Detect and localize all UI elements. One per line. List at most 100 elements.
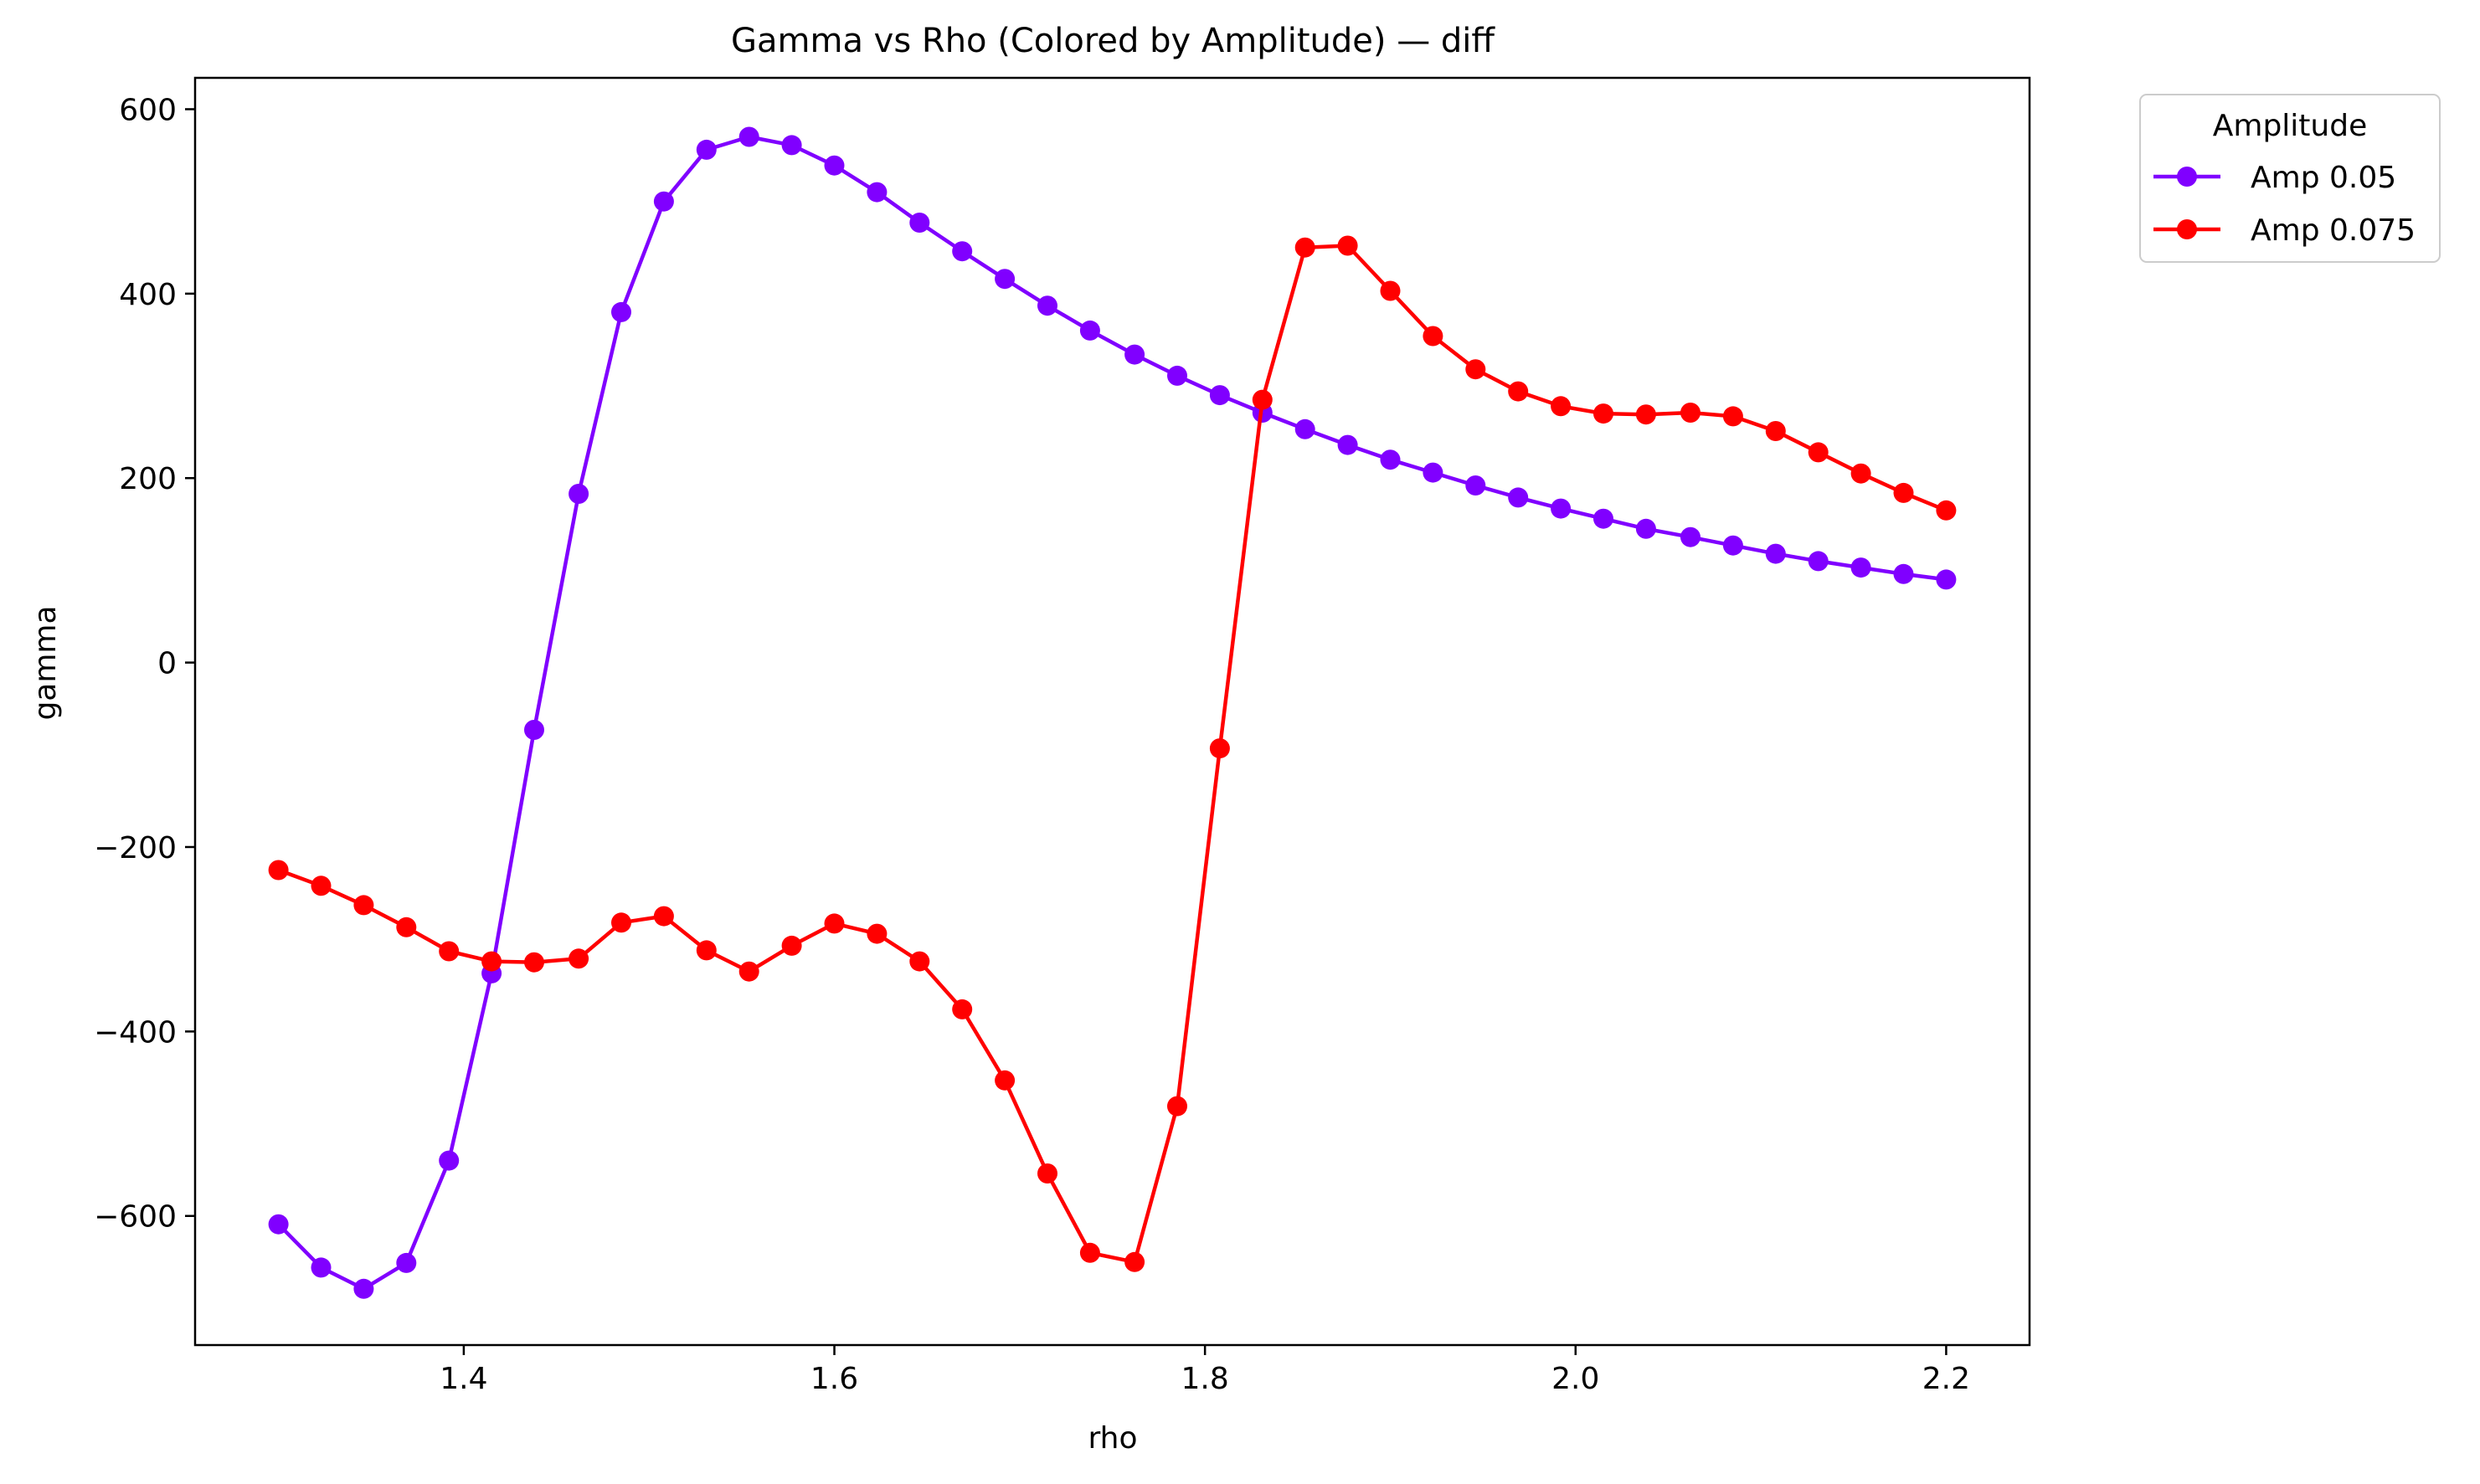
data-point [611,301,631,322]
y-tick-label: 0 [157,647,177,681]
data-point [1337,235,1358,256]
data-point [1765,421,1786,441]
data-point [268,1214,289,1235]
legend-title: Amplitude [2213,109,2367,143]
y-tick-label: −600 [94,1200,177,1235]
data-point [1167,1096,1187,1117]
data-point [952,241,973,262]
chart-title: Gamma vs Rho (Colored by Amplitude) — di… [731,22,1495,60]
x-tick-label: 2.2 [1922,1362,1970,1396]
series-2 [268,235,1957,1272]
data-point [1337,434,1358,455]
data-point [396,917,417,937]
data-point [1680,403,1700,423]
data-point [1808,442,1829,463]
data-point [1209,738,1230,759]
x-tick-label: 2.0 [1551,1362,1599,1396]
data-point [1252,389,1273,410]
data-point [1294,237,1315,258]
y-tick-label: 400 [119,278,177,312]
data-point [1936,500,1957,521]
legend-label: Amp 0.05 [2251,161,2396,195]
data-point [1037,295,1057,316]
data-point [738,961,759,982]
y-tick-label: −400 [94,1015,177,1050]
data-point [1635,404,1656,425]
plot-frame [193,76,2031,1347]
data-point [653,906,674,927]
data-point [1722,535,1743,556]
data-point [1551,396,1572,417]
legend-swatch-marker [2177,219,2197,239]
data-point [781,135,802,156]
data-point [1850,557,1871,578]
data-point [1936,569,1957,590]
data-point [524,952,544,973]
legend-swatch-marker [2177,167,2197,187]
data-point [1079,1242,1100,1263]
x-tick-label: 1.6 [810,1362,858,1396]
data-point [824,155,845,176]
data-point [353,1278,374,1299]
data-point [1037,1163,1057,1184]
data-point [1765,543,1786,564]
data-point [653,191,674,212]
data-point [781,935,802,956]
data-point [867,182,888,203]
x-axis-label: rho [1088,1421,1137,1456]
data-point [1465,359,1486,380]
data-point [696,940,717,961]
data-point [1722,406,1743,427]
data-point [481,951,502,972]
data-point [1850,463,1871,484]
y-axis-label: gamma [28,605,63,720]
data-point [1124,1251,1145,1272]
data-point [1465,475,1486,496]
data-point [1167,365,1187,386]
data-point [1508,487,1529,508]
data-point [1635,518,1656,539]
y-tick-label: 200 [119,462,177,496]
data-point [569,948,589,969]
data-point [311,876,332,896]
data-point [439,941,460,962]
data-point [611,912,631,933]
data-point [1593,508,1613,529]
data-point [268,860,289,881]
series-line [276,135,1948,1291]
y-tick-label: −200 [94,831,177,865]
data-point [353,895,374,916]
data-point [1079,320,1100,341]
data-point [311,1257,332,1278]
data-point [1380,280,1401,301]
data-point [439,1150,460,1171]
data-point [1209,385,1230,406]
data-point [1423,462,1443,483]
data-point [909,951,930,972]
legend-frame [2139,94,2441,263]
data-point [1508,381,1529,402]
data-point [524,720,544,740]
data-point [1380,449,1401,470]
data-point [824,913,845,934]
data-point [867,923,888,944]
legend-entry: Amp 0.05 [2153,161,2396,195]
legend-entry: Amp 0.075 [2153,213,2416,248]
series-group [268,126,1957,1299]
series-line [276,244,1948,1265]
data-point [1294,418,1315,439]
legend: Amplitude Amp 0.05 Amp 0.075 [2139,94,2441,263]
data-point [1893,563,1914,584]
series-1 [268,126,1957,1299]
x-tick-label: 1.4 [440,1362,487,1396]
y-tick-label: 600 [119,93,177,127]
data-point [1593,403,1613,424]
data-point [1124,344,1145,365]
data-point [995,269,1016,290]
data-point [1808,551,1829,572]
legend-label: Amp 0.075 [2251,213,2416,248]
data-point [909,213,930,233]
x-axis: 1.4 1.6 1.8 2.0 2.2 [440,1345,1970,1396]
